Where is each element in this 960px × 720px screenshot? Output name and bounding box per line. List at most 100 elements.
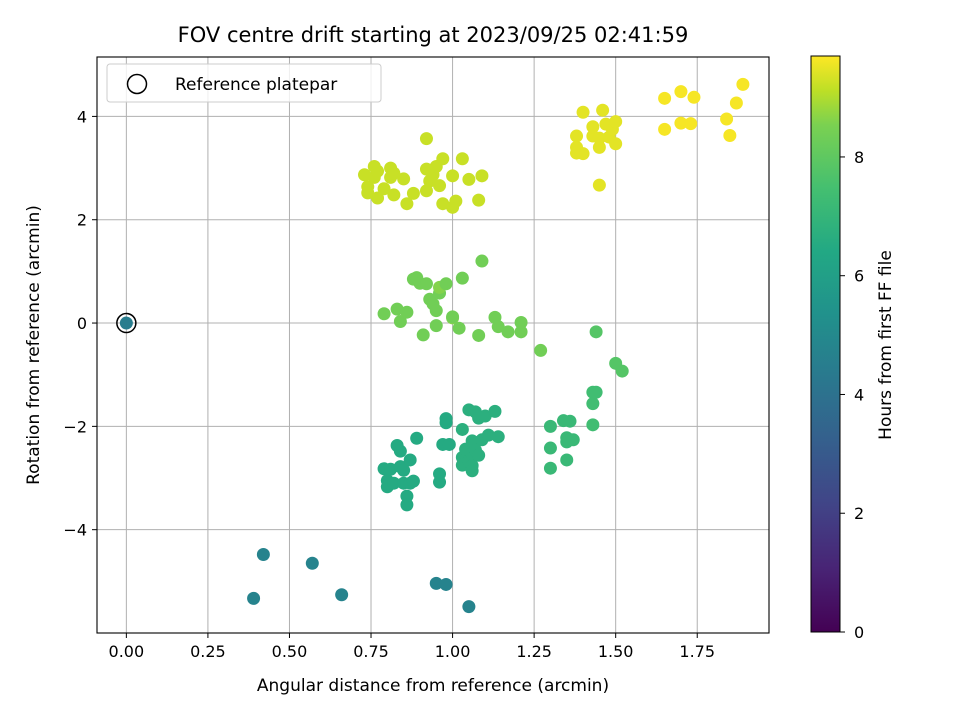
reference-data-point (119, 316, 133, 330)
colorbar-tick-label: 2 (854, 504, 864, 523)
data-point (729, 96, 743, 110)
data-point (393, 444, 407, 458)
data-point (472, 193, 486, 207)
data-point (400, 498, 414, 512)
data-point (400, 305, 414, 319)
x-tick-label: 0.00 (109, 642, 145, 661)
data-point (576, 147, 590, 161)
data-point (452, 321, 466, 335)
data-point (390, 302, 404, 316)
data-point (481, 428, 495, 442)
x-tick-label: 0.75 (353, 642, 389, 661)
data-point (543, 419, 557, 433)
data-point (439, 277, 453, 291)
data-point (361, 186, 375, 200)
chart-title: FOV centre drift starting at 2023/09/25 … (178, 23, 689, 47)
x-tick-label: 1.75 (679, 642, 715, 661)
data-point (455, 422, 469, 436)
data-point (674, 116, 688, 130)
data-point (387, 188, 401, 202)
data-point (570, 129, 584, 143)
data-point (371, 191, 385, 205)
colorbar-tick-label: 6 (854, 267, 864, 286)
data-point (371, 164, 385, 178)
data-point (455, 271, 469, 285)
data-point (377, 182, 391, 196)
y-tick-label: 0 (77, 314, 87, 333)
data-point (501, 325, 515, 339)
data-point (723, 129, 737, 143)
reference-ring (116, 312, 137, 334)
y-tick-label: 2 (77, 211, 87, 230)
data-point (534, 343, 548, 357)
data-point (335, 588, 349, 602)
data-point (433, 179, 447, 193)
data-point (384, 462, 398, 476)
data-point (592, 140, 606, 154)
data-point (589, 385, 603, 399)
data-point (543, 441, 557, 455)
data-points (247, 77, 750, 614)
data-point (387, 476, 401, 490)
data-point (491, 430, 505, 444)
x-tick-label: 0.25 (190, 642, 226, 661)
legend: Reference platepar (106, 63, 382, 103)
x-axis-ticks: 0.00 0.25 0.50 0.75 1.00 1.25 1.50 1.75 (109, 633, 715, 661)
data-point (462, 172, 476, 186)
data-point (442, 437, 456, 451)
data-point (419, 184, 433, 198)
x-tick-label: 1.25 (516, 642, 552, 661)
data-point (400, 197, 414, 211)
data-point (586, 397, 600, 411)
data-point (684, 117, 698, 131)
data-point (472, 328, 486, 342)
data-point (491, 320, 505, 334)
data-point (674, 85, 688, 99)
data-point (586, 120, 600, 134)
data-point (433, 475, 447, 489)
data-point (687, 90, 701, 104)
data-point (416, 328, 430, 342)
data-point (439, 577, 453, 591)
colorbar-ticks: 0 2 4 6 8 (840, 148, 864, 642)
data-point (446, 310, 460, 324)
data-point (596, 103, 610, 117)
data-point (449, 194, 463, 208)
data-point (589, 325, 603, 339)
colorbar-tick-label: 0 (854, 623, 864, 642)
data-point (377, 307, 391, 321)
data-point (446, 169, 460, 183)
y-tick-label: 4 (77, 107, 87, 126)
x-axis-label: Angular distance from reference (arcmin) (257, 676, 609, 696)
data-point (543, 461, 557, 475)
data-point (357, 168, 371, 182)
colorbar-gradient (811, 56, 840, 632)
data-point (514, 325, 528, 339)
data-point (406, 474, 420, 488)
data-point (419, 277, 433, 291)
data-point (720, 112, 734, 126)
data-point (455, 152, 469, 166)
data-point (305, 556, 319, 570)
data-point (429, 576, 443, 590)
x-tick-label: 0.50 (272, 642, 308, 661)
grid-lines (97, 57, 769, 633)
data-point (436, 152, 450, 166)
colorbar-tick-label: 4 (854, 385, 864, 404)
data-point (475, 254, 489, 268)
legend-reference-marker (126, 73, 148, 95)
plot-frame (96, 56, 770, 634)
colorbar-frame (810, 55, 841, 633)
x-tick-label: 1.50 (598, 642, 634, 661)
reference-marker (116, 312, 137, 334)
data-point (410, 431, 424, 445)
data-point (566, 433, 580, 447)
data-point (514, 316, 528, 330)
data-point (478, 409, 492, 423)
data-point (592, 131, 606, 145)
data-point (563, 414, 577, 428)
data-point (387, 166, 401, 180)
data-point (658, 122, 672, 136)
data-point (429, 319, 443, 333)
